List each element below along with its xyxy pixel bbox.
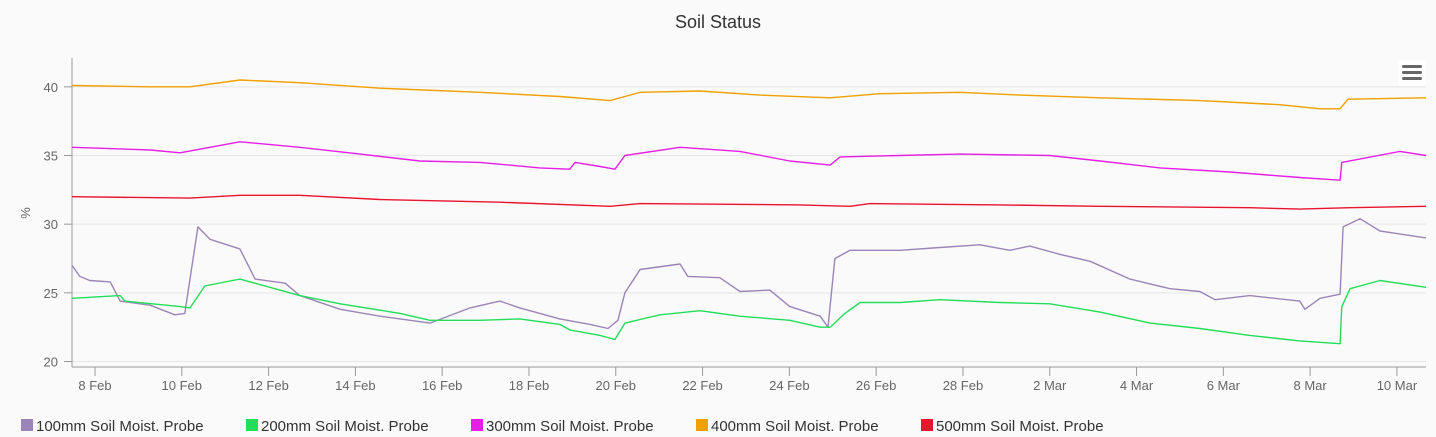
chart-title: Soil Status: [675, 12, 761, 32]
x-axis: 8 Feb 10 Feb 12 Feb 14 Feb 16 Feb 18 Feb 20 Fe…: [72, 366, 1426, 393]
x-tick-label: 20 Feb: [596, 378, 636, 393]
legend-swatch: [471, 419, 483, 431]
series-line-200mm[interactable]: [71, 278, 1427, 345]
x-tick-label: 24 Feb: [769, 378, 809, 393]
legend-label: 100mm Soil Moist. Probe: [36, 418, 204, 432]
x-tick-label: 2 Mar: [1033, 378, 1067, 393]
series-line-400mm[interactable]: [71, 79, 1427, 110]
x-tick-label: 10 Feb: [162, 378, 202, 393]
menu-button[interactable]: [1398, 60, 1426, 86]
series-lines: [71, 79, 1427, 345]
series-line-100mm[interactable]: [71, 218, 1427, 330]
x-tick-label: 14 Feb: [335, 378, 375, 393]
legend-label: 200mm Soil Moist. Probe: [261, 418, 429, 432]
hamburger-menu-icon: [1402, 65, 1422, 80]
x-tick-label: 28 Feb: [943, 378, 983, 393]
legend-swatch: [696, 419, 708, 431]
x-tick-label: 10 Mar: [1377, 378, 1418, 393]
y-tick-label: 20: [44, 355, 58, 370]
y-tick-label: 40: [44, 80, 58, 95]
legend: 100mm Soil Moist. Probe 200mm Soil Moist.…: [21, 418, 1104, 435]
legend-swatch: [921, 419, 933, 431]
x-tick-label: 26 Feb: [856, 378, 896, 393]
y-axis: 20 25 30 35 40: [44, 58, 73, 370]
y-axis-label: %: [18, 207, 33, 219]
x-tick-label: 8 Feb: [78, 378, 111, 393]
x-tick-label: 16 Feb: [422, 378, 462, 393]
x-tick-label: 22 Feb: [682, 378, 722, 393]
legend-label: 300mm Soil Moist. Probe: [486, 418, 654, 432]
y-tick-label: 30: [44, 217, 58, 232]
x-tick-label: 6 Mar: [1207, 378, 1241, 393]
legend-item-200mm[interactable]: 200mm Soil Moist. Probe: [246, 418, 429, 435]
legend-item-100mm[interactable]: 100mm Soil Moist. Probe: [21, 418, 204, 435]
legend-item-300mm[interactable]: 300mm Soil Moist. Probe: [471, 418, 654, 435]
x-tick-label: 12 Feb: [248, 378, 288, 393]
legend-item-500mm[interactable]: 500mm Soil Moist. Probe: [921, 418, 1104, 435]
x-tick-label: 8 Mar: [1294, 378, 1328, 393]
y-tick-label: 25: [44, 286, 58, 301]
y-tick-label: 35: [44, 149, 58, 164]
x-tick-label: 18 Feb: [509, 378, 549, 393]
x-tick-label: 4 Mar: [1120, 378, 1154, 393]
legend-swatch: [21, 419, 33, 431]
series-line-300mm[interactable]: [71, 141, 1427, 181]
series-line-500mm[interactable]: [71, 194, 1427, 210]
legend-item-400mm[interactable]: 400mm Soil Moist. Probe: [696, 418, 879, 435]
grid-lines: [72, 86, 1426, 363]
legend-swatch: [246, 419, 258, 431]
legend-label: 500mm Soil Moist. Probe: [936, 418, 1104, 432]
legend-label: 400mm Soil Moist. Probe: [711, 418, 879, 432]
